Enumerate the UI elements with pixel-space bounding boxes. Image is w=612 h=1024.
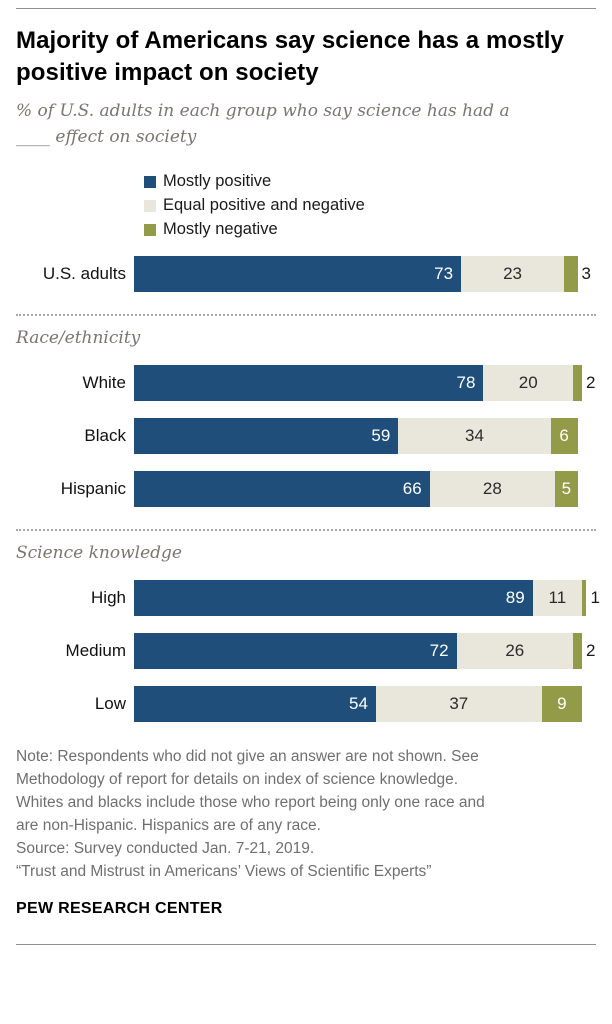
stacked-bar: 66 28 5 xyxy=(134,471,596,508)
chart-title: Majority of Americans say science has a … xyxy=(16,27,564,86)
bar-value-outside: 2 xyxy=(585,641,596,661)
bar-row: Hispanic 66 28 5 xyxy=(16,471,596,508)
stacked-bar-chart: U.S. adults 73 23 3 Race/ethnicity White 78 20 2… xyxy=(16,256,600,723)
subtitle-line-1: % of U.S. adults in each group who say s… xyxy=(16,101,510,122)
bar-segment-positive: 78 xyxy=(134,365,484,402)
bar-segment-equal: 11 xyxy=(532,580,582,617)
bar-value-outside: 2 xyxy=(585,373,596,393)
bar-row: High 89 11 1 xyxy=(16,580,600,617)
bar-segment-negative xyxy=(581,580,587,617)
legend-item-mostly-positive: Mostly positive xyxy=(144,172,596,191)
row-label: Low xyxy=(94,694,126,714)
legend-item-mostly-negative: Mostly negative xyxy=(144,220,596,239)
subtitle-line-2: ____ effect on society xyxy=(16,126,197,147)
chart-card: Majority of Americans say science has a … xyxy=(16,8,600,945)
bar-segment-negative: 6 xyxy=(550,418,578,455)
bar-row: Low 54 37 9 xyxy=(16,686,596,723)
bar-segment-positive: 59 xyxy=(134,418,399,455)
chart-subtitle: % of U.S. adults in each group who say s… xyxy=(16,99,596,150)
row-label: High xyxy=(91,588,126,608)
legend-label-mostly-positive: Mostly positive xyxy=(163,172,272,191)
bar-segment-negative xyxy=(573,365,582,402)
bar-value-outside: 1 xyxy=(590,588,600,608)
row-label: Medium xyxy=(65,641,126,661)
bar-row: U.S. adults 73 23 3 xyxy=(16,256,596,293)
legend-swatch-equal xyxy=(144,200,156,213)
row-label: U.S. adults xyxy=(42,264,126,284)
group-header: Science knowledge xyxy=(16,543,182,564)
section-divider xyxy=(16,529,596,532)
bar-segment-equal: 20 xyxy=(483,365,574,402)
stacked-bar: 89 11 1 xyxy=(134,580,600,617)
bar-segment-equal: 28 xyxy=(429,471,556,508)
bar-segment-positive: 72 xyxy=(134,633,457,670)
stacked-bar: 73 23 3 xyxy=(134,256,596,293)
legend-swatch-mostly-negative xyxy=(144,224,156,237)
bar-segment-equal: 26 xyxy=(456,633,574,670)
bar-value-outside: 3 xyxy=(581,264,591,284)
bar-segment-positive: 73 xyxy=(134,256,462,293)
bar-segment-negative xyxy=(573,633,582,670)
legend-label-mostly-negative: Mostly negative xyxy=(163,220,278,239)
footnote: Note: Respondents who did not give an an… xyxy=(16,746,596,884)
section-divider xyxy=(16,314,596,317)
bar-segment-equal: 23 xyxy=(461,256,565,293)
row-label: Hispanic xyxy=(60,479,126,499)
bar-segment-positive: 89 xyxy=(134,580,533,617)
row-label: White xyxy=(82,373,126,393)
legend-item-equal: Equal positive and negative xyxy=(144,196,596,215)
report-title-line: “Trust and Mistrust in Americans’ Views … xyxy=(16,863,432,881)
bar-segment-negative: 5 xyxy=(555,471,578,508)
bar-segment-positive: 54 xyxy=(134,686,376,723)
stacked-bar: 59 34 6 xyxy=(134,418,596,455)
bar-segment-positive: 66 xyxy=(134,471,430,508)
stacked-bar: 78 20 2 xyxy=(134,365,596,402)
legend-swatch-mostly-positive xyxy=(144,176,156,189)
note-line-1: Note: Respondents who did not give an an… xyxy=(16,748,479,766)
row-label: Black xyxy=(84,426,126,446)
bar-segment-equal: 34 xyxy=(398,418,551,455)
note-line-2: Methodology of report for details on ind… xyxy=(16,771,459,789)
bar-segment-negative: 9 xyxy=(541,686,582,723)
legend: Mostly positive Equal positive and negat… xyxy=(144,172,596,239)
bar-segment-negative xyxy=(564,256,578,293)
top-rule xyxy=(16,8,596,9)
brand-wordmark: PEW RESEARCH CENTER xyxy=(16,899,223,917)
note-line-3: Whites and blacks include those who repo… xyxy=(16,794,485,812)
bottom-rule xyxy=(16,943,596,945)
stacked-bar: 72 26 2 xyxy=(134,633,596,670)
bar-row: Medium 72 26 2 xyxy=(16,633,596,670)
bar-row: White 78 20 2 xyxy=(16,365,596,402)
source-line: Source: Survey conducted Jan. 7-21, 2019… xyxy=(16,840,315,858)
group-header: Race/ethnicity xyxy=(16,328,141,349)
bar-row: Black 59 34 6 xyxy=(16,418,596,455)
legend-label-equal: Equal positive and negative xyxy=(163,196,365,215)
note-line-4: are non-Hispanic. Hispanics are of any r… xyxy=(16,817,321,835)
bar-segment-equal: 37 xyxy=(375,686,542,723)
stacked-bar: 54 37 9 xyxy=(134,686,596,723)
